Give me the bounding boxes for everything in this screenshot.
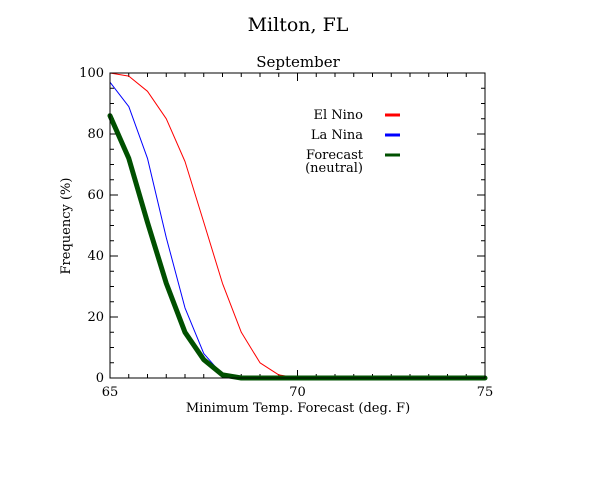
y-tick-label: 40 — [87, 249, 104, 264]
el-nino-line — [109, 72, 486, 379]
x-tick-label: 65 — [102, 385, 119, 400]
chart-title: Milton, FL — [248, 14, 349, 36]
legend-el-nino: El Nino — [313, 108, 400, 123]
y-tick-label: 0 — [96, 371, 104, 386]
legend-forecast: Forecast(neutral) — [305, 148, 400, 176]
x-tick-label: 70 — [289, 385, 306, 400]
forecast-line — [107, 113, 488, 381]
y-axis-label: Frequency (%) — [59, 178, 74, 275]
legend-label: (neutral) — [305, 161, 363, 176]
axis-ticks: 65 70 75 0 20 40 60 80 100 — [79, 66, 493, 400]
la-nina-line — [109, 81, 486, 379]
chart-subtitle: September — [256, 53, 340, 71]
legend-label: El Nino — [313, 108, 363, 123]
x-tick-label: 75 — [477, 385, 494, 400]
legend-label: La Nina — [311, 128, 363, 143]
legend: El Nino La Nina Forecast(neutral) — [305, 108, 400, 176]
x-axis-label: Minimum Temp. Forecast (deg. F) — [186, 401, 410, 416]
y-tick-label: 100 — [79, 66, 104, 81]
y-tick-label: 80 — [87, 127, 104, 142]
legend-la-nina: La Nina — [311, 128, 400, 143]
y-tick-label: 60 — [87, 188, 104, 203]
legend-label: Forecast — [306, 148, 364, 163]
plot-frame — [109, 72, 486, 379]
y-tick-label: 20 — [87, 310, 104, 325]
series-lines — [107, 72, 488, 381]
